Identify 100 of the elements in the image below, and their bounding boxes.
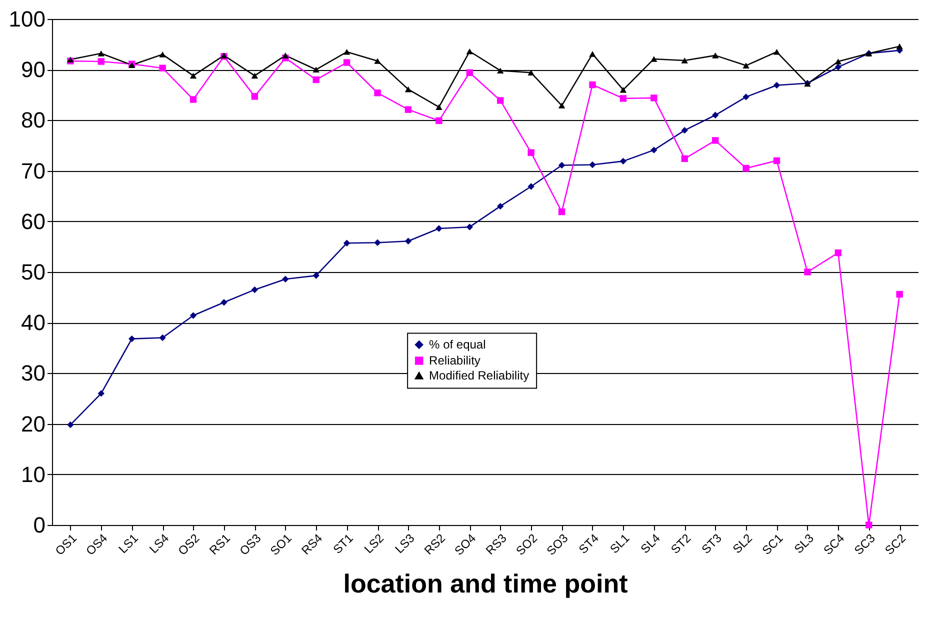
point <box>620 158 627 165</box>
point <box>497 68 504 74</box>
x-tick-label: SL1 <box>607 530 632 556</box>
point <box>251 286 258 294</box>
point <box>528 70 534 76</box>
point <box>589 51 596 57</box>
point <box>312 76 320 84</box>
y-tick-label: 40 <box>21 310 46 336</box>
point <box>343 59 350 66</box>
y-tick-label: 90 <box>21 57 46 82</box>
point <box>497 202 504 210</box>
point <box>98 390 104 397</box>
point <box>466 224 473 230</box>
point <box>650 56 658 62</box>
point <box>681 58 688 64</box>
point <box>834 64 842 70</box>
point <box>650 146 658 154</box>
legend-label: % of equal <box>429 338 486 352</box>
point <box>834 58 842 64</box>
point <box>98 58 104 65</box>
point <box>159 334 166 342</box>
x-tick-label: OS4 <box>83 530 110 558</box>
point <box>712 137 719 144</box>
point <box>436 117 442 124</box>
x-tick-label: LS3 <box>392 530 418 556</box>
y-tick-label: 20 <box>21 411 46 436</box>
point <box>374 90 381 96</box>
point <box>712 112 719 118</box>
point <box>528 183 534 190</box>
point <box>190 312 197 319</box>
x-tick-label: LS2 <box>362 530 387 556</box>
point <box>773 82 780 89</box>
x-tick-label: LS4 <box>146 530 172 556</box>
point <box>896 43 903 50</box>
point <box>466 69 473 76</box>
x-tick-label: SO1 <box>267 530 295 558</box>
point <box>312 66 320 73</box>
point <box>589 81 596 88</box>
y-tick-label: 100 <box>8 6 46 32</box>
point <box>282 52 289 58</box>
point <box>558 208 566 216</box>
point <box>866 522 872 528</box>
legend-label: Reliability <box>429 354 480 368</box>
point <box>343 240 350 247</box>
point <box>436 104 442 110</box>
y-tick-label: 0 <box>33 512 46 538</box>
point <box>650 94 658 102</box>
point <box>834 249 842 256</box>
point <box>220 299 228 306</box>
point <box>742 94 750 100</box>
x-tick-label: SL3 <box>791 530 817 556</box>
point <box>404 238 412 244</box>
x-tick-label: SC4 <box>820 530 848 558</box>
x-tick-label: ST1 <box>330 530 356 557</box>
point <box>251 72 258 79</box>
point <box>374 239 381 246</box>
point <box>436 225 442 232</box>
point <box>466 48 473 54</box>
point <box>558 162 566 169</box>
x-tick-label: SC1 <box>759 530 786 558</box>
point <box>312 272 320 279</box>
point <box>558 102 566 108</box>
point <box>190 72 197 79</box>
point <box>742 62 750 68</box>
point <box>773 48 780 55</box>
y-tick-label: 80 <box>21 108 46 133</box>
point <box>190 96 197 103</box>
point <box>681 126 688 134</box>
y-tick-label: 70 <box>21 158 46 184</box>
point <box>620 86 627 93</box>
x-tick-label: OS2 <box>175 530 202 558</box>
legend-label: Modified Reliability <box>429 368 530 383</box>
point <box>67 421 74 428</box>
point <box>497 97 504 104</box>
point <box>98 50 104 56</box>
point <box>343 48 350 55</box>
x-tick-label: SL4 <box>638 530 664 556</box>
x-tick-label: LS1 <box>116 530 142 556</box>
point <box>804 268 811 276</box>
x-tick-label: SC3 <box>851 530 878 558</box>
point <box>896 290 903 298</box>
point <box>620 95 627 102</box>
point <box>773 157 780 164</box>
x-tick-label: ST4 <box>576 530 602 557</box>
point <box>681 155 688 162</box>
point <box>159 52 166 58</box>
point <box>404 86 412 92</box>
x-tick-label: ST2 <box>668 530 694 557</box>
x-tick-label: SL2 <box>730 530 756 556</box>
point <box>528 149 534 156</box>
y-tick-label: 10 <box>21 462 46 487</box>
point <box>374 58 381 64</box>
x-tick-label: OS1 <box>52 530 80 558</box>
point <box>159 64 166 72</box>
y-tick-label: 30 <box>21 360 46 386</box>
x-tick-label: ST3 <box>698 530 725 557</box>
x-axis-title: location and time point <box>343 568 628 598</box>
point <box>251 93 258 100</box>
x-tick-label: SC2 <box>882 530 909 558</box>
point <box>742 164 750 172</box>
